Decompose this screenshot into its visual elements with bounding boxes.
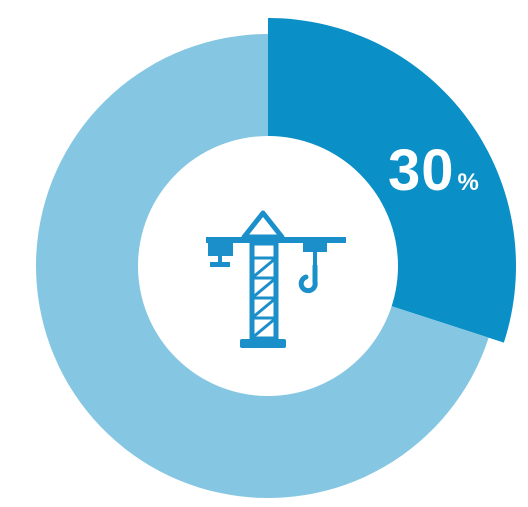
percentage-unit: % xyxy=(457,169,479,196)
percentage-label: 30% xyxy=(388,142,528,200)
percentage-value: 30 xyxy=(388,138,455,203)
crane-icon xyxy=(206,210,346,348)
